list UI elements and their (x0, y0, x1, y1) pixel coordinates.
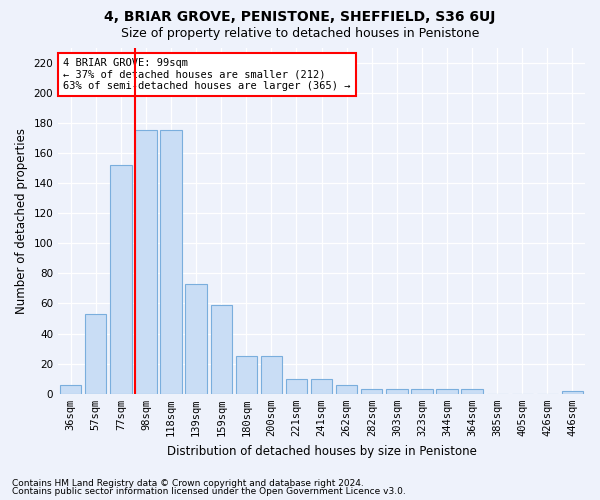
Text: Contains public sector information licensed under the Open Government Licence v3: Contains public sector information licen… (12, 487, 406, 496)
Bar (286, 378, 307, 394)
Bar (136, 130, 157, 394)
Bar (85, 314, 106, 394)
Bar (60, 385, 82, 394)
Bar (386, 390, 407, 394)
Text: 4 BRIAR GROVE: 99sqm
← 37% of detached houses are smaller (212)
63% of semi-deta: 4 BRIAR GROVE: 99sqm ← 37% of detached h… (64, 58, 351, 91)
Bar (461, 390, 483, 394)
Bar (160, 130, 182, 394)
Bar (436, 390, 458, 394)
Bar (311, 378, 332, 394)
Y-axis label: Number of detached properties: Number of detached properties (15, 128, 28, 314)
Bar (361, 390, 382, 394)
Text: Size of property relative to detached houses in Penistone: Size of property relative to detached ho… (121, 28, 479, 40)
X-axis label: Distribution of detached houses by size in Penistone: Distribution of detached houses by size … (167, 444, 476, 458)
Text: 4, BRIAR GROVE, PENISTONE, SHEFFIELD, S36 6UJ: 4, BRIAR GROVE, PENISTONE, SHEFFIELD, S3… (104, 10, 496, 24)
Bar (211, 305, 232, 394)
Bar (411, 390, 433, 394)
Bar (261, 356, 282, 394)
Bar (562, 391, 583, 394)
Text: Contains HM Land Registry data © Crown copyright and database right 2024.: Contains HM Land Registry data © Crown c… (12, 478, 364, 488)
Bar (336, 385, 358, 394)
Bar (185, 284, 207, 394)
Bar (110, 165, 131, 394)
Bar (236, 356, 257, 394)
